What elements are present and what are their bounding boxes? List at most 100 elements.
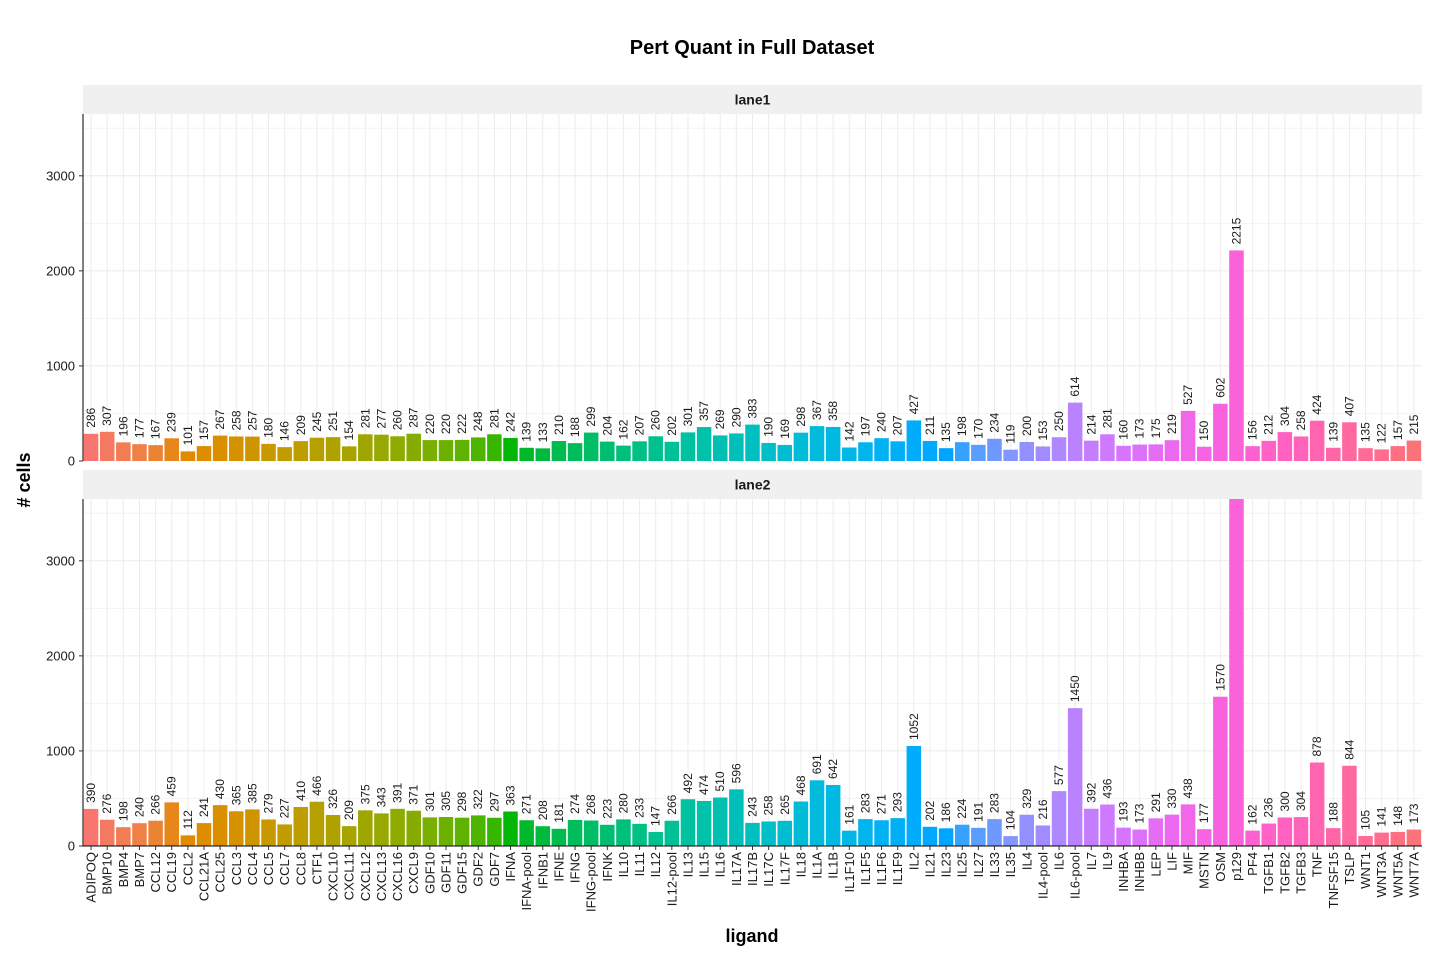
- bar-lane2-TGFB3: [1293, 817, 1309, 846]
- value-label-lane1-CXCL16: 260: [391, 410, 405, 430]
- bar-lane1-IL15: [696, 427, 712, 461]
- bar-lane2-IL4-pool: [1035, 825, 1051, 846]
- bar-lane1-TSLP: [1342, 422, 1357, 461]
- value-label-lane1-IL1F9: 207: [891, 415, 905, 435]
- bar-lane2-p129: [1229, 499, 1244, 846]
- bar-lane2-CXCL12: [358, 810, 373, 846]
- bar-lane2-LIF: [1164, 814, 1180, 846]
- facet-strip-label: lane1: [735, 92, 771, 108]
- bar-lane2-IFNA: [503, 811, 518, 846]
- value-label-lane2-CXCL10: 326: [326, 789, 340, 809]
- bar-lane1-IFNG: [567, 443, 583, 461]
- bar-lane1-IL4: [1019, 441, 1035, 461]
- value-label-lane1-IL7: 214: [1084, 414, 1098, 434]
- value-label-lane1-IL13: 301: [681, 406, 695, 426]
- x-tick-label-WNT1: WNT1: [1358, 852, 1373, 889]
- bar-lane1-IFNA: [503, 437, 518, 461]
- bar-lane1-OSM: [1213, 403, 1228, 461]
- x-tick-label-CCL7: CCL7: [277, 852, 292, 885]
- bar-lane1-IL9: [1100, 434, 1115, 461]
- bar-lane2-MSTN: [1196, 829, 1212, 846]
- bar-lane2-GDF11: [438, 817, 454, 846]
- x-tick-label-PF4: PF4: [1245, 852, 1260, 876]
- facet-strip: [83, 470, 1422, 499]
- x-tick-label-CCL21A: CCL21A: [196, 852, 211, 901]
- bar-lane1-TGFB2: [1277, 432, 1293, 461]
- bar-lane1-IL23: [938, 448, 954, 461]
- value-label-lane1-IL12: 260: [649, 410, 663, 430]
- bar-lane1-MSTN: [1196, 446, 1212, 461]
- value-label-lane1-IL18: 298: [794, 406, 808, 426]
- value-label-lane2-IL1F10: 161: [842, 804, 856, 824]
- bar-lane2-IL17A: [729, 789, 744, 846]
- x-tick-label-CCL19: CCL19: [164, 852, 179, 892]
- value-label-lane2-CCL3: 365: [229, 785, 243, 805]
- y-tick-label-3000: 3000: [46, 553, 75, 568]
- value-label-lane2-TGFB3: 304: [1294, 791, 1308, 811]
- bar-lane1-CCL12: [148, 445, 163, 461]
- value-label-lane2-CCL21A: 241: [197, 797, 211, 817]
- bar-lane2-IL9: [1100, 804, 1115, 846]
- value-label-lane1-WNT1: 135: [1359, 422, 1373, 442]
- value-label-lane1-IL11: 207: [633, 415, 647, 435]
- bar-lane2-PF4: [1245, 830, 1260, 846]
- value-label-lane2-IL1B: 642: [826, 759, 840, 779]
- value-label-lane1-WNT5A: 157: [1391, 420, 1405, 440]
- value-label-lane1-IL27: 170: [971, 418, 985, 438]
- value-label-lane2-IL16: 510: [713, 771, 727, 791]
- value-label-lane2-TGFB2: 300: [1278, 791, 1292, 811]
- value-label-lane2-IFNA: 363: [504, 785, 518, 805]
- x-tick-label-IL4-pool: IL4-pool: [1035, 852, 1050, 899]
- y-axis-lane1: 0 1000 2000 3000: [46, 114, 84, 469]
- x-axis-title: ligand: [726, 926, 779, 946]
- value-label-lane2-GDF15: 298: [455, 791, 469, 811]
- value-label-lane1-IL1A: 367: [810, 400, 824, 420]
- bar-lane1-CCL21A: [196, 446, 212, 461]
- bar-lane2-OSM: [1213, 696, 1228, 846]
- x-tick-label-IL1A: IL1A: [810, 852, 825, 879]
- bar-lane2-IL12-pool: [664, 820, 680, 846]
- value-label-lane1-CXCL13: 277: [374, 408, 388, 428]
- value-label-lane1-LEP: 175: [1149, 418, 1163, 438]
- x-tick-label-IL4: IL4: [1019, 852, 1034, 870]
- value-label-lane2-LIF: 330: [1165, 788, 1179, 808]
- x-tick-label-CCL5: CCL5: [261, 852, 276, 885]
- value-label-lane2-CCL19: 459: [165, 776, 179, 796]
- x-tick-label-IL17F: IL17F: [777, 852, 792, 885]
- value-label-lane1-TNFSF15: 139: [1326, 421, 1340, 441]
- bar-lane1-GDF10: [422, 440, 438, 461]
- bar-lane1-INHBB: [1132, 444, 1147, 461]
- bar-lane2-IL13: [680, 799, 696, 846]
- x-tick-label-TNF: TNF: [1310, 852, 1325, 877]
- bar-lane2-IFNG-pool: [583, 820, 599, 846]
- value-label-lane1-IL6: 250: [1052, 411, 1066, 431]
- bar-lane1-GDF11: [438, 440, 454, 461]
- bar-lane1-ADIPOQ: [83, 433, 99, 461]
- x-tick-label-TGFB2: TGFB2: [1277, 852, 1292, 894]
- value-label-lane2-MSTN: 177: [1197, 803, 1211, 823]
- bar-lane2-IL1F6: [874, 820, 889, 846]
- value-label-lane1-IL21: 211: [923, 415, 937, 434]
- value-label-lane1-GDF2: 248: [471, 411, 485, 431]
- value-label-lane2-IL13: 492: [681, 773, 695, 793]
- bar-lane1-IL13: [680, 432, 696, 461]
- x-tick-label-CTF1: CTF1: [309, 852, 324, 885]
- y-axis-title: # cells: [14, 452, 34, 507]
- value-label-lane2-CCL12: 266: [149, 794, 163, 814]
- value-label-lane1-TGFB2: 304: [1278, 406, 1292, 426]
- bar-lane1-CXCL16: [390, 436, 405, 461]
- x-tick-label-CXCL9: CXCL9: [406, 852, 421, 894]
- y-tick-label-2000: 2000: [46, 263, 75, 278]
- value-label-lane2-MIF: 438: [1181, 778, 1195, 798]
- bar-lane1-GDF7: [487, 434, 502, 461]
- value-label-lane1-BMP7: 177: [132, 418, 146, 438]
- value-label-lane2-CTF1: 466: [310, 775, 324, 795]
- bar-lane2-CCL2: [180, 835, 196, 846]
- bar-lane2-IL1F10: [842, 830, 857, 846]
- bar-lane1-IL12: [648, 436, 663, 461]
- bar-lane1-WNT3A: [1374, 449, 1389, 461]
- value-label-lane2-CXCL11: 209: [342, 800, 356, 820]
- bar-lane1-TGFB3: [1293, 436, 1309, 461]
- x-tick-label-IFNB1: IFNB1: [535, 852, 550, 889]
